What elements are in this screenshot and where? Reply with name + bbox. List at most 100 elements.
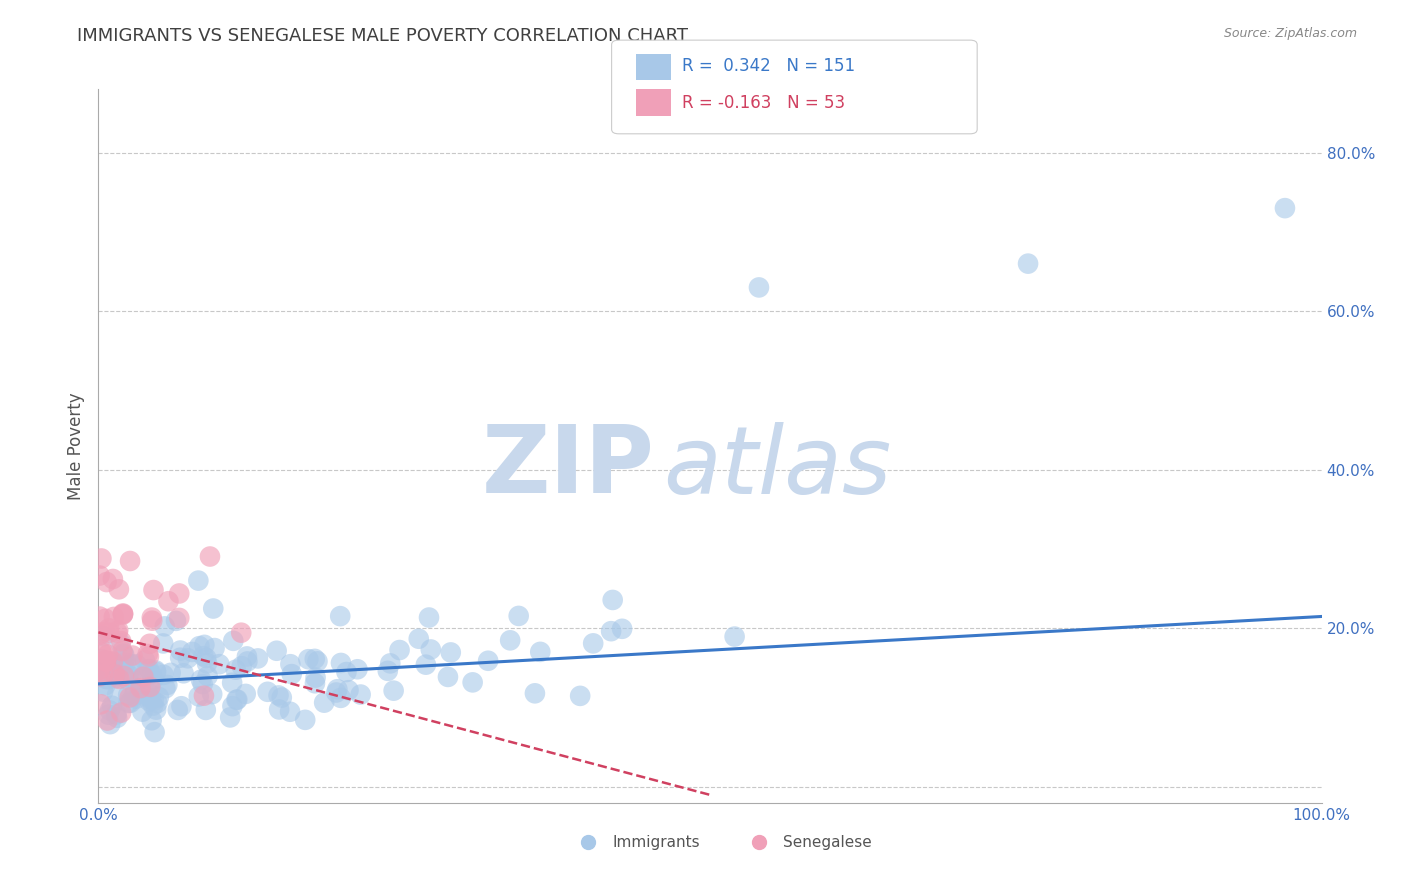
Point [98,655,121,669]
Point [569,689,592,703]
Point [165,614,187,628]
Point [350,688,373,702]
Point [124,683,146,698]
Point [120,669,142,683]
Point [190,673,212,687]
Point [111,644,134,658]
Point [94,612,117,626]
Point [152,636,174,650]
Point [582,636,605,650]
Point [112,607,135,621]
Point [461,675,484,690]
Point [94,655,117,669]
Point [91,684,114,698]
Point [108,672,131,686]
Point [194,703,217,717]
Point [307,654,329,668]
Point [141,614,163,628]
Point [222,633,245,648]
Point [280,667,302,681]
Text: atlas: atlas [664,422,891,513]
Point [101,572,124,586]
Point [125,691,148,706]
Point [141,667,163,681]
Point [142,582,165,597]
Point [148,690,170,705]
Point [104,667,127,681]
Point [89,663,111,677]
Point [96,657,118,671]
Point [246,651,269,665]
Point [107,625,129,640]
Point [169,643,191,657]
Point [97,648,120,662]
Point [146,696,169,710]
Point [231,625,253,640]
Point [337,683,360,698]
Point [748,280,770,294]
Point [139,637,162,651]
Point [122,690,145,704]
Point [97,707,120,722]
Point [159,665,181,680]
Text: IMMIGRANTS VS SENEGALESE MALE POVERTY CORRELATION CHART: IMMIGRANTS VS SENEGALESE MALE POVERTY CO… [77,27,689,45]
Point [167,586,190,600]
Point [419,642,441,657]
Point [94,678,117,692]
Point [335,665,357,679]
Point [120,657,142,671]
Point [225,693,247,707]
Point [104,671,127,685]
Point [187,574,209,588]
Point [221,675,243,690]
Point [118,690,141,705]
Text: Source: ZipAtlas.com: Source: ZipAtlas.com [1223,27,1357,40]
Point [111,607,134,621]
Point [170,699,193,714]
Point [120,696,142,710]
Point [294,713,316,727]
Point [111,607,134,622]
Point [195,657,218,671]
Point [145,664,167,678]
Point [136,647,159,661]
Point [139,692,162,706]
Point [93,629,115,643]
Point [418,610,440,624]
Point [195,651,218,665]
Point [304,676,326,690]
Point [325,685,347,699]
Point [142,673,165,687]
Point [329,609,352,624]
Point [96,714,118,728]
Point [477,654,499,668]
Point [110,706,132,720]
Point [329,690,352,705]
Point [112,657,135,671]
Point [136,663,159,677]
Point [166,703,188,717]
Point [138,694,160,708]
Point [103,667,125,681]
Point [187,690,209,704]
Point [90,645,112,659]
Point [132,670,155,684]
Point [236,649,259,664]
Point [141,610,163,624]
Point [499,633,522,648]
Point [169,611,191,625]
Point [108,582,131,597]
Point [330,656,353,670]
Point [93,624,115,639]
Point [226,692,249,706]
Point [202,601,225,615]
Point [204,641,226,656]
Point [173,666,195,681]
Point [188,639,211,653]
Point [198,549,221,564]
Point [107,624,129,638]
Point [143,725,166,739]
Point [377,664,399,678]
Point [97,673,120,687]
Point [90,698,112,712]
